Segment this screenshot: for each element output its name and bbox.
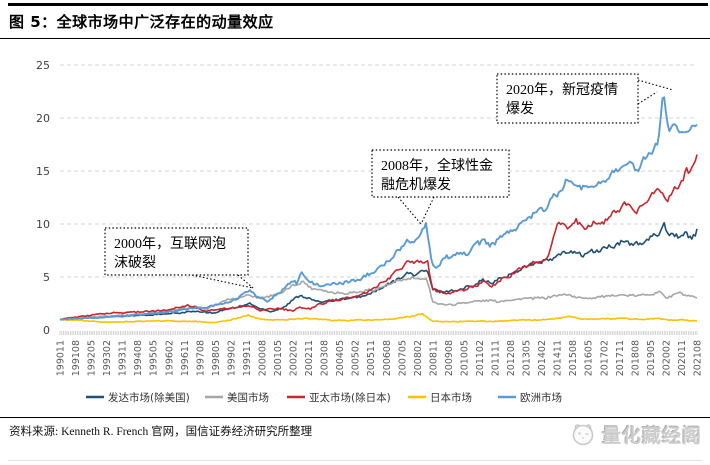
- svg-text:200308: 200308: [320, 340, 331, 376]
- svg-text:201411: 201411: [553, 340, 564, 376]
- svg-text:201508: 201508: [568, 340, 579, 376]
- svg-text:200811: 200811: [428, 340, 439, 376]
- svg-text:200105: 200105: [273, 340, 284, 376]
- svg-text:沫破裂: 沫破裂: [114, 255, 156, 271]
- svg-text:201305: 201305: [522, 340, 533, 376]
- svg-text:发达市场(除美国): 发达市场(除美国): [108, 391, 190, 404]
- x-axis-tick-comb: [59, 331, 698, 335]
- svg-text:201905: 201905: [646, 340, 657, 376]
- svg-text:199108: 199108: [71, 340, 82, 376]
- series-lines: [59, 96, 698, 324]
- svg-text:美国市场: 美国市场: [227, 391, 269, 404]
- svg-text:200608: 200608: [382, 340, 393, 376]
- svg-text:25: 25: [36, 59, 50, 72]
- bottom-divider: [8, 460, 702, 461]
- x-axis-labels: 199011 199108 199205 199302 199311 199408 1995…: [56, 340, 704, 376]
- svg-text:199505: 199505: [149, 340, 160, 376]
- svg-text:爆发: 爆发: [506, 101, 534, 117]
- series-line-3: [59, 312, 698, 324]
- svg-text:欧洲市场: 欧洲市场: [520, 391, 562, 404]
- svg-text:200705: 200705: [397, 340, 408, 376]
- svg-text:202002: 202002: [661, 340, 672, 376]
- legend-item-2: 亚太市场(除日本): [287, 391, 391, 404]
- svg-text:200511: 200511: [366, 340, 377, 376]
- series-line-4: [59, 96, 698, 321]
- svg-text:201005: 201005: [459, 340, 470, 376]
- svg-text:199408: 199408: [133, 340, 144, 376]
- svg-text:200802: 200802: [413, 340, 424, 376]
- svg-text:201111: 201111: [491, 340, 502, 376]
- svg-text:0: 0: [43, 324, 50, 337]
- title-divider: [0, 38, 710, 39]
- legend-item-4: 欧洲市场: [498, 391, 562, 404]
- legend-item-3: 日本市场: [408, 391, 472, 404]
- svg-text:199011: 199011: [56, 340, 67, 376]
- svg-text:200908: 200908: [444, 340, 455, 376]
- svg-text:201808: 201808: [630, 340, 641, 376]
- svg-text:201605: 201605: [584, 340, 595, 376]
- legend-item-1: 美国市场: [205, 391, 269, 404]
- y-axis-labels: 0 5 10 15 20 25: [36, 59, 50, 337]
- svg-text:20: 20: [36, 112, 50, 125]
- svg-text:200405: 200405: [335, 340, 346, 376]
- svg-text:199708: 199708: [195, 340, 206, 376]
- top-accent-bar: [8, 3, 708, 6]
- svg-text:199302: 199302: [102, 340, 113, 376]
- svg-text:融危机爆发: 融危机爆发: [381, 177, 451, 193]
- svg-text:199611: 199611: [180, 340, 191, 376]
- svg-text:199602: 199602: [164, 340, 175, 376]
- svg-text:200008: 200008: [257, 340, 268, 376]
- svg-text:199805: 199805: [211, 340, 222, 376]
- source-note: 资料来源: Kenneth R. French 官网，国信证券经济研究所整理: [9, 426, 313, 438]
- legend-item-0: 发达市场(除美国): [86, 391, 190, 404]
- svg-text:2000年，互联网泡: 2000年，互联网泡: [114, 236, 226, 252]
- svg-text:199911: 199911: [242, 340, 253, 376]
- svg-text:5: 5: [43, 271, 50, 284]
- panda-logo-icon: [572, 424, 594, 446]
- series-line-2: [59, 154, 698, 321]
- svg-text:亚太市场(除日本): 亚太市场(除日本): [309, 391, 391, 404]
- svg-text:199902: 199902: [226, 340, 237, 376]
- svg-text:202108: 202108: [693, 340, 704, 376]
- svg-text:201711: 201711: [615, 340, 626, 376]
- svg-text:200211: 200211: [304, 340, 315, 376]
- svg-text:2020年，新冠疫情: 2020年，新冠疫情: [506, 82, 618, 98]
- svg-text:10: 10: [36, 218, 50, 231]
- svg-text:201402: 201402: [537, 340, 548, 376]
- svg-text:202011: 202011: [677, 340, 688, 376]
- svg-text:200202: 200202: [289, 340, 300, 376]
- footer-divider: [0, 417, 710, 418]
- svg-text:日本市场: 日本市场: [430, 391, 472, 404]
- svg-text:2008年，全球性金: 2008年，全球性金: [381, 157, 493, 174]
- momentum-line-chart: 0 5 10 15 20 25 199011 199108 199205 199302 199311…: [36, 59, 704, 404]
- svg-text:200502: 200502: [351, 340, 362, 376]
- svg-text:201702: 201702: [599, 340, 610, 376]
- watermark-text: 量化藏经阁: [601, 424, 702, 447]
- figure-title: 图 5：全球市场中广泛存在的动量效应: [9, 13, 274, 31]
- watermark: 量化藏经阁: [569, 419, 702, 449]
- svg-text:15: 15: [36, 165, 50, 178]
- svg-text:199311: 199311: [118, 340, 129, 376]
- svg-text:199205: 199205: [87, 340, 98, 376]
- svg-text:201102: 201102: [475, 340, 486, 376]
- svg-text:201208: 201208: [506, 340, 517, 376]
- legend: 发达市场(除美国) 美国市场 亚太市场(除日本) 日本市场 欧洲市场: [86, 391, 562, 404]
